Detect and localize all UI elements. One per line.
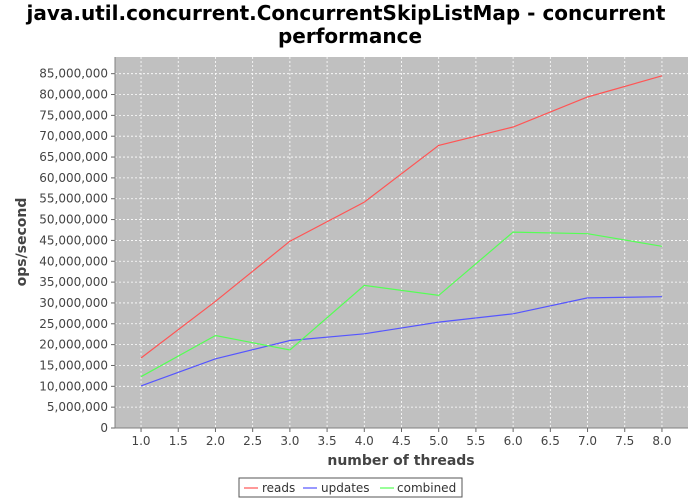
y-tick-label: 45,000,000: [39, 233, 108, 247]
y-tick-label: 85,000,000: [39, 67, 108, 81]
y-tick-label: 25,000,000: [39, 317, 108, 331]
y-tick-label: 70,000,000: [39, 129, 108, 143]
x-tick-label: 7.0: [578, 434, 597, 448]
x-tick-label: 4.0: [355, 434, 374, 448]
legend: reads updates combined: [238, 477, 463, 498]
y-tick-label: 40,000,000: [39, 254, 108, 268]
x-tick-label: 3.0: [280, 434, 299, 448]
series-line-updates: [140, 296, 663, 387]
y-tick-label: 20,000,000: [39, 338, 108, 352]
y-tick-label: 0: [100, 421, 108, 435]
y-tick-label: 5,000,000: [47, 400, 108, 414]
x-tick-label: 3.5: [318, 434, 337, 448]
series-line-combined: [140, 231, 663, 378]
x-tick-label: 2.5: [243, 434, 262, 448]
y-tick-label: 50,000,000: [39, 213, 108, 227]
y-tick-label: 60,000,000: [39, 171, 108, 185]
y-tick-label: 30,000,000: [39, 296, 108, 310]
y-tick-label: 55,000,000: [39, 192, 108, 206]
y-axis-label: ops/second: [14, 198, 30, 287]
grid-lines: [115, 57, 688, 429]
series-lines: [140, 75, 663, 387]
x-tick-label: 8.0: [652, 434, 671, 448]
legend-label-combined: combined: [397, 481, 456, 495]
chart-title-line-1: java.util.concurrent.ConcurrentSkipListM…: [26, 1, 666, 25]
legend-label-reads: reads: [262, 481, 295, 495]
x-tick-label: 2.0: [206, 434, 225, 448]
y-tick-label: 80,000,000: [39, 88, 108, 102]
x-tick-label: 6.0: [504, 434, 523, 448]
x-tick-label: 7.5: [615, 434, 634, 448]
x-tick-label: 1.5: [169, 434, 188, 448]
x-tick-label: 6.5: [541, 434, 560, 448]
y-tick-label: 35,000,000: [39, 275, 108, 289]
x-axis: 1.0 1.5 2.0 2.5 3.0 3.5 4.0 4.5 5.0 5.5 6.0 6.5 7.0 7…: [115, 427, 688, 448]
x-axis-label: number of threads: [327, 453, 474, 469]
chart-title-line-2: performance: [278, 24, 422, 48]
y-tick-label: 75,000,000: [39, 108, 108, 122]
y-tick-label: 10,000,000: [39, 379, 108, 393]
y-tick-label: 15,000,000: [39, 358, 108, 372]
legend-label-updates: updates: [321, 481, 370, 495]
series-line-reads: [140, 75, 663, 359]
x-tick-label: 1.0: [131, 434, 150, 448]
x-tick-label: 4.5: [392, 434, 411, 448]
y-axis: 0 5,000,000 10,000,000 15,000,000 20,000,000…: [39, 57, 116, 435]
legend-box: [238, 477, 463, 498]
y-tick-label: 65,000,000: [39, 150, 108, 164]
x-tick-label: 5.5: [466, 434, 485, 448]
x-tick-label: 5.0: [429, 434, 448, 448]
